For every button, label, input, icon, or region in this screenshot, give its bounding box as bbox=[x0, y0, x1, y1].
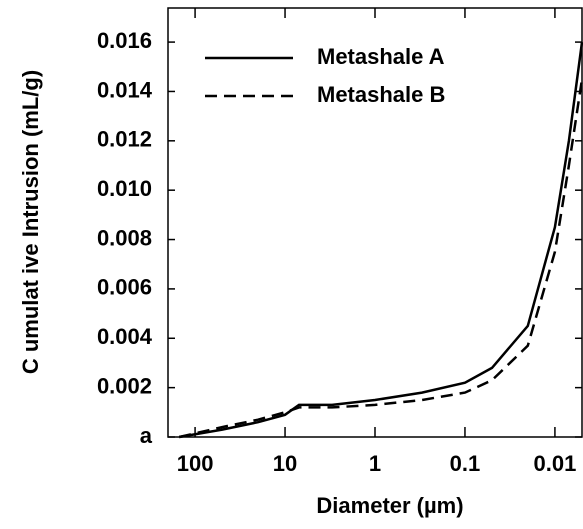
y-tick-label: 0.006 bbox=[97, 275, 152, 300]
y-tick-label: 0.014 bbox=[97, 77, 153, 102]
x-tick-label: 10 bbox=[273, 451, 297, 476]
y-tick-label: 0.002 bbox=[97, 373, 152, 398]
x-tick-label: 0.01 bbox=[534, 451, 577, 476]
x-tick-label: 1 bbox=[369, 451, 381, 476]
series-line bbox=[178, 41, 583, 439]
y-tick-label: 0.012 bbox=[97, 127, 152, 152]
x-axis-title: Diameter (µm) bbox=[316, 493, 463, 518]
plot-frame bbox=[167, 7, 583, 438]
legend-label: Metashale B bbox=[317, 82, 445, 107]
x-tick-label: 100 bbox=[177, 451, 214, 476]
series-line bbox=[178, 78, 583, 439]
x-tick-label: 0.1 bbox=[450, 451, 481, 476]
y-tick-label: 0.008 bbox=[97, 225, 152, 250]
y-axis-title: C umulat ive Intrusion (mL/g) bbox=[18, 70, 43, 374]
legend-label: Metashale A bbox=[317, 44, 445, 69]
y-tick-label: 0.004 bbox=[97, 324, 153, 349]
y-tick-label: 0.016 bbox=[97, 28, 152, 53]
y-tick-label: a bbox=[140, 423, 153, 448]
y-tick-label: 0.010 bbox=[97, 176, 152, 201]
